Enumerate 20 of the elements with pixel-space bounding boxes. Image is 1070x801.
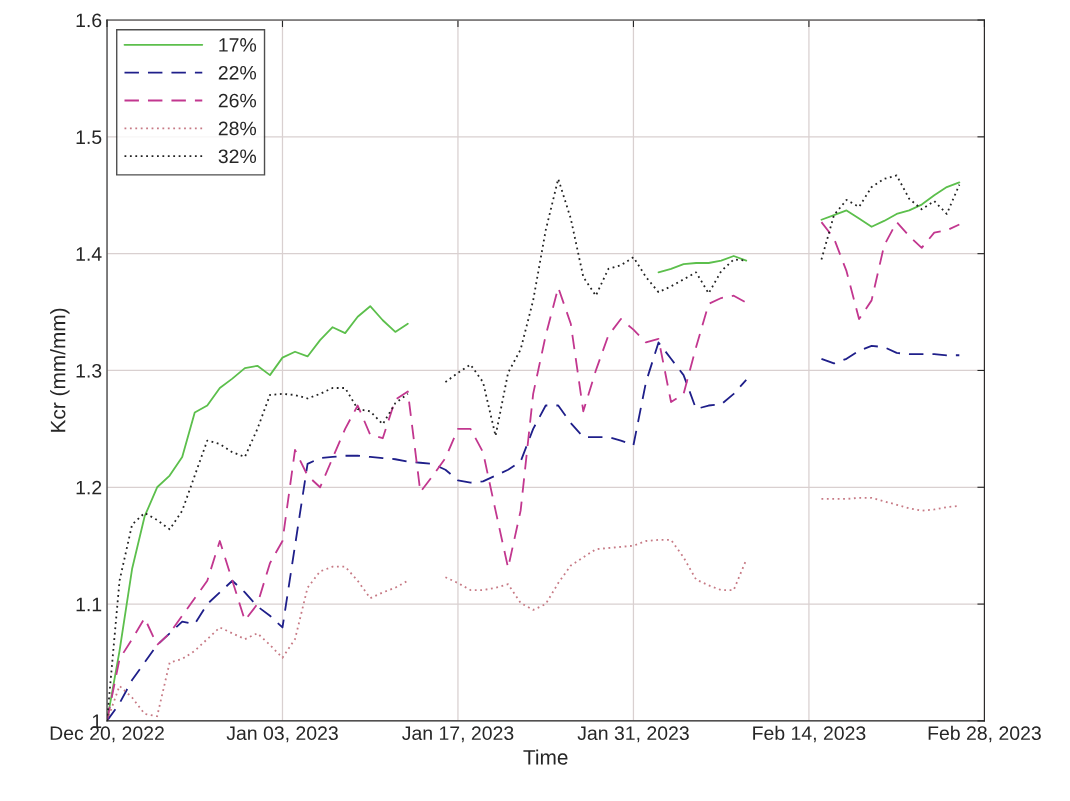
y-tick-label: 1.2 — [76, 480, 102, 495]
x-tick-label: Dec 20, 2022 — [50, 726, 164, 743]
y-tick-label: 1 — [92, 714, 102, 728]
y-tick-label: 1.4 — [76, 247, 102, 261]
x-tick-label: Feb 14, 2023 — [753, 725, 866, 743]
y-axis-title: Kcr (mm/mm) — [50, 308, 70, 432]
y-tick-label: 1.5 — [76, 130, 102, 145]
x-axis-title: Time — [523, 749, 568, 765]
legend-label: 17% — [219, 38, 257, 52]
y-tick-label: 1.3 — [76, 363, 102, 378]
y-tick-label: 1.1 — [76, 597, 102, 612]
legend-label: 28% — [218, 121, 257, 136]
x-tick-label: Jan 31, 2023 — [577, 726, 689, 743]
x-tick-label: Feb 28, 2023 — [928, 725, 1041, 743]
legend-label: 22% — [218, 65, 257, 80]
legend-label: 26% — [218, 93, 257, 108]
y-tick-label: 1.6 — [76, 13, 102, 28]
legend-label: 32% — [218, 149, 257, 164]
x-tick-label: Jan 17, 2023 — [402, 726, 514, 743]
x-tick-label: Jan 03, 2023 — [226, 726, 338, 743]
